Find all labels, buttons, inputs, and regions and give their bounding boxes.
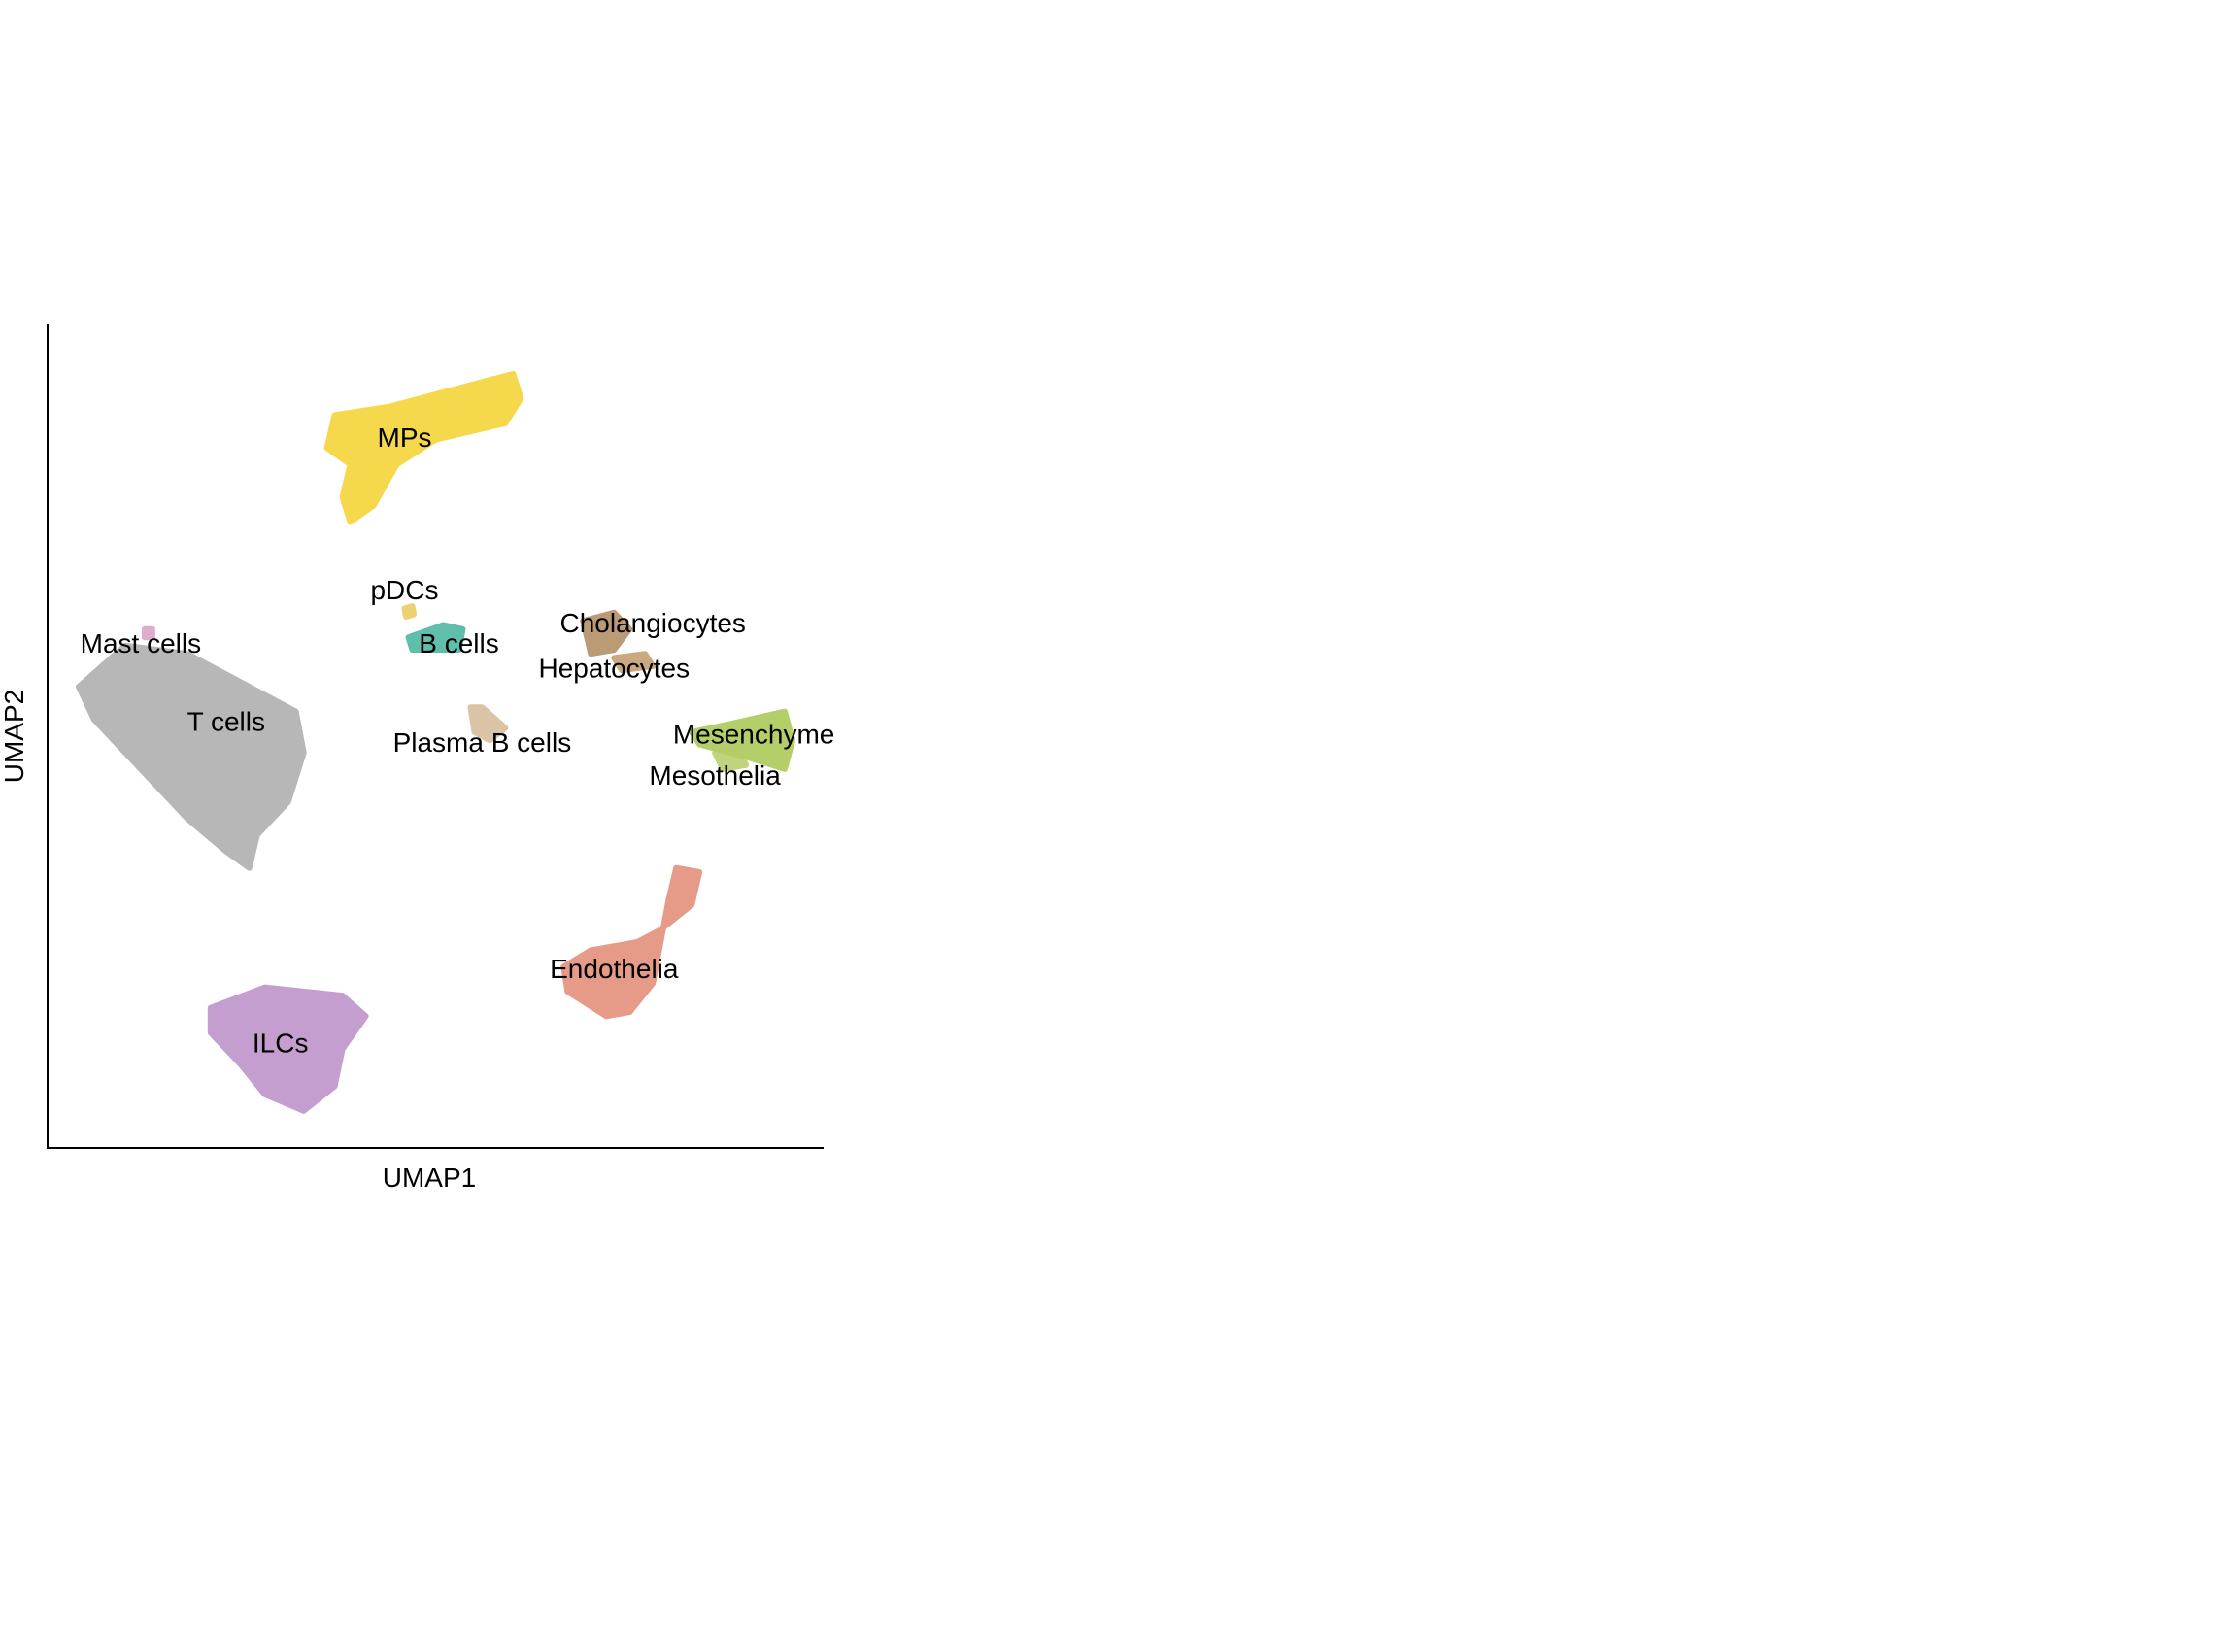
cluster-label-mast-cells: Mast cells	[81, 628, 201, 658]
cluster-label-cholangiocytes: Cholangiocytes	[559, 608, 745, 638]
cluster-plasma-b-cells	[467, 704, 509, 744]
cluster-label-plasma-b-cells: Plasma B cells	[393, 727, 572, 758]
cluster-label-pdcs: pDCs	[370, 575, 438, 605]
cluster-mesothelia	[712, 745, 750, 772]
cluster-cholangiocytes	[580, 609, 633, 657]
cluster-label-b-cells: B cells	[419, 628, 498, 658]
cluster-b-cells	[405, 622, 466, 653]
cluster-label-mesenchyme: Mesenchyme	[673, 719, 835, 749]
cluster-layer	[76, 370, 795, 1114]
cluster-label-ilcs: ILCs	[253, 1028, 309, 1058]
cluster-t-cells	[76, 642, 307, 871]
cluster-hepatocytes	[611, 651, 657, 674]
y-axis-title: UMAP2	[0, 690, 29, 783]
cluster-endothelia	[560, 864, 703, 1020]
cluster-label-hepatocytes: Hepatocytes	[538, 654, 690, 684]
cluster-label-mps: MPs	[378, 422, 432, 453]
cluster-pdcs	[401, 603, 418, 620]
cluster-label-mesothelia: Mesothelia	[649, 760, 781, 791]
cluster-mps	[323, 370, 524, 525]
cluster-mast-cells	[141, 625, 155, 641]
cluster-ilcs	[207, 984, 369, 1114]
cluster-label-t-cells: T cells	[187, 707, 265, 737]
cluster-label-layer: MPs pDCs B cells Cholangiocytes Hepatocytes M…	[81, 422, 835, 1058]
x-axis-title: UMAP1	[383, 1163, 476, 1193]
cluster-mesenchyme	[689, 708, 795, 772]
cluster-label-endothelia: Endothelia	[550, 954, 679, 984]
